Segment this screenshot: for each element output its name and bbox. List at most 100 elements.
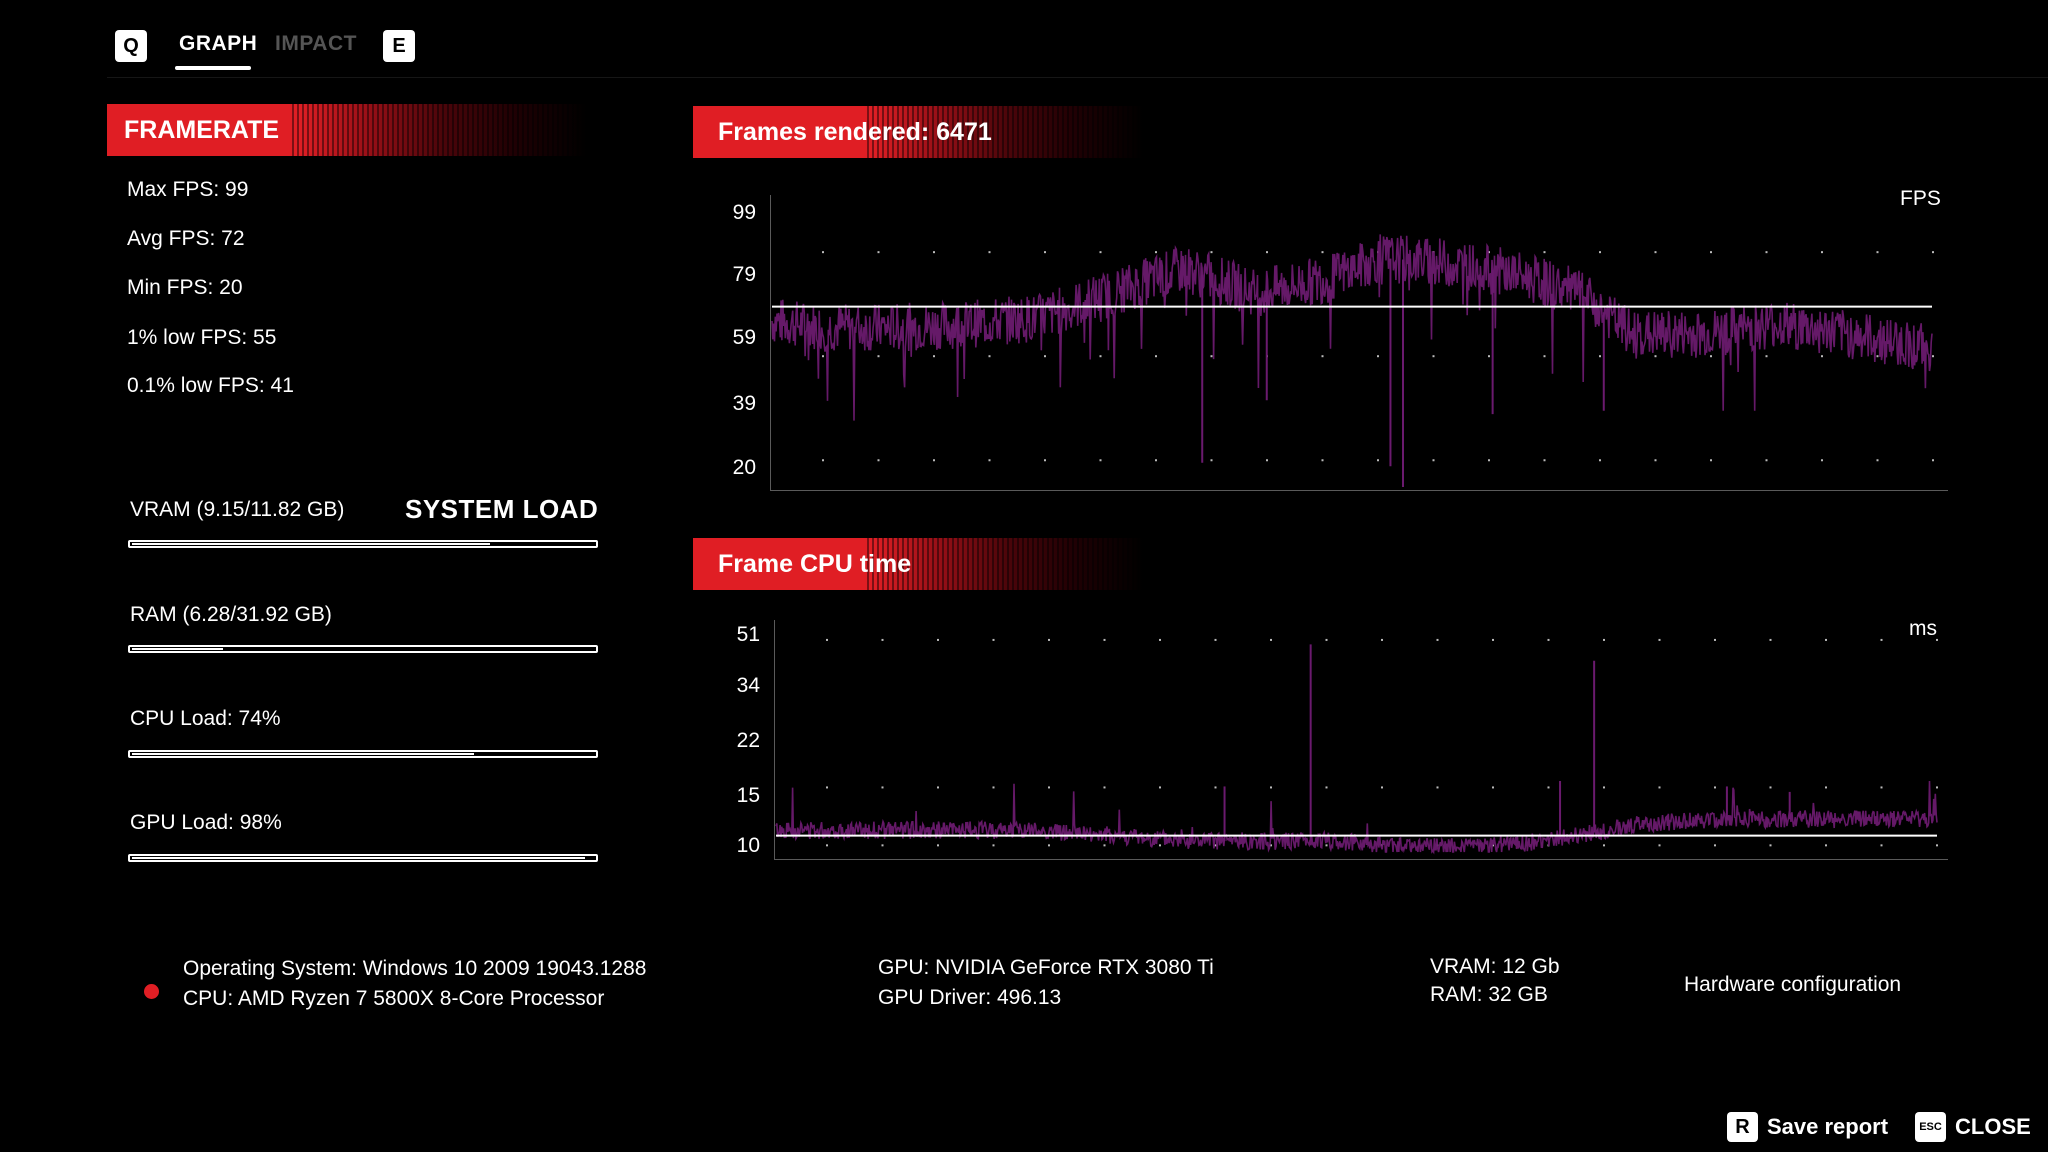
grid-dot (1048, 638, 1050, 641)
gpu-load-fill (132, 857, 585, 859)
tab-graph[interactable]: GRAPH (179, 32, 258, 55)
grid-dot (1825, 786, 1827, 789)
grid-dot (1880, 786, 1883, 789)
grid-dot (1603, 844, 1605, 847)
grid-dot (1936, 638, 1938, 641)
close-button[interactable]: CLOSE (1955, 1114, 2031, 1139)
grid-dot (933, 459, 935, 462)
cpu-tick-22: 22 (736, 729, 760, 752)
grid-dot (1658, 786, 1661, 789)
grid-dot (1765, 459, 1768, 462)
grid-dot (1543, 251, 1546, 254)
grid-dot (937, 786, 939, 789)
low1-fps: 1% low FPS: 55 (127, 326, 277, 349)
grid-dot (877, 355, 880, 358)
save-report-key[interactable]: R (1727, 1112, 1758, 1142)
grid-dot (1714, 844, 1716, 847)
grid-dot (881, 844, 884, 847)
grid-dot (1155, 355, 1157, 358)
grid-dot (1381, 786, 1383, 789)
grid-dot (1880, 638, 1883, 641)
vram-load-fill (132, 543, 490, 545)
grid-dot (1321, 459, 1324, 462)
fps-chart-header: Frames rendered: 6471 (693, 106, 1143, 158)
grid-dot (1266, 251, 1268, 254)
grid-dot (1714, 638, 1716, 641)
save-report-button[interactable]: Save report (1767, 1114, 1889, 1139)
system-load-title: SYSTEM LOAD (405, 494, 599, 524)
grid-dot (1654, 355, 1657, 358)
fps-tick-20: 20 (732, 456, 756, 479)
grid-dot (1876, 459, 1879, 462)
tab-impact[interactable]: IMPACT (275, 32, 357, 55)
grid-dot (826, 638, 828, 641)
grid-dot (822, 355, 824, 358)
grid-dot (988, 251, 991, 254)
grid-dot (1159, 638, 1161, 641)
header-divider (107, 77, 2048, 78)
grid-dot (1270, 844, 1272, 847)
grid-dot (1654, 251, 1657, 254)
grid-dot (1599, 459, 1601, 462)
grid-dot (1432, 355, 1435, 358)
grid-dot (1769, 844, 1772, 847)
grid-dot (1603, 786, 1605, 789)
grid-dot (1103, 844, 1106, 847)
grid-dot (992, 786, 995, 789)
ram-info: RAM: 32 GB (1430, 983, 1548, 1006)
grid-dot (1821, 355, 1823, 358)
hardware-configuration-label: Hardware configuration (1684, 973, 1902, 996)
grid-dot (1103, 786, 1106, 789)
framerate-header-label: FRAMERATE (124, 116, 280, 144)
grid-dot (822, 251, 824, 254)
grid-dot (1159, 786, 1161, 789)
cpu-tick-15: 15 (736, 784, 760, 807)
close-key[interactable]: ESC (1915, 1112, 1946, 1142)
hardware-os-cpu: Operating System: Windows 10 2009 19043.… (183, 954, 646, 1014)
grid-dot (1821, 459, 1823, 462)
grid-dot (1210, 251, 1213, 254)
grid-dot (933, 251, 935, 254)
tab-active-indicator (175, 66, 251, 70)
grid-dot (1936, 786, 1938, 789)
gpu-load-label: GPU Load: 98% (130, 811, 282, 834)
grid-dot (1270, 638, 1272, 641)
cpu-tick-51: 51 (736, 623, 760, 646)
grid-dot (1654, 459, 1657, 462)
vram-load-label: VRAM (9.15/11.82 GB) (130, 498, 345, 521)
grid-dot (1048, 786, 1050, 789)
grid-dot (1876, 251, 1879, 254)
grid-dot (1825, 844, 1827, 847)
avg-fps: Avg FPS: 72 (127, 227, 245, 250)
grid-dot (1377, 459, 1379, 462)
grid-dot (1210, 459, 1213, 462)
grid-dot (1714, 786, 1716, 789)
grid-dot (822, 459, 824, 462)
grid-dot (1932, 355, 1934, 358)
grid-dot (988, 459, 991, 462)
fps-tick-39: 39 (732, 392, 756, 415)
gpu-load-bar (128, 854, 598, 862)
ram-load-fill (132, 648, 223, 650)
grid-dot (1710, 251, 1712, 254)
e-key-button[interactable]: E (383, 30, 415, 62)
grid-dot (1099, 251, 1102, 254)
cpu-info: CPU: AMD Ryzen 7 5800X 8-Core Processor (183, 987, 605, 1010)
grid-dot (1155, 251, 1157, 254)
grid-dot (1769, 638, 1772, 641)
grid-dot (1488, 355, 1490, 358)
grid-dot (1214, 844, 1217, 847)
grid-dot (1710, 459, 1712, 462)
grid-dot (1266, 459, 1268, 462)
grid-dots (826, 638, 1938, 847)
grid-dot (1488, 459, 1490, 462)
grid-dot (1547, 638, 1550, 641)
grid-dot (1825, 638, 1827, 641)
grid-dot (877, 251, 880, 254)
framerate-header: FRAMERATE (107, 104, 587, 156)
grid-dot (1044, 459, 1046, 462)
q-key-button[interactable]: Q (115, 30, 147, 62)
grid-dot (1543, 459, 1546, 462)
grid-dot (1492, 844, 1494, 847)
grid-dot (1436, 786, 1439, 789)
